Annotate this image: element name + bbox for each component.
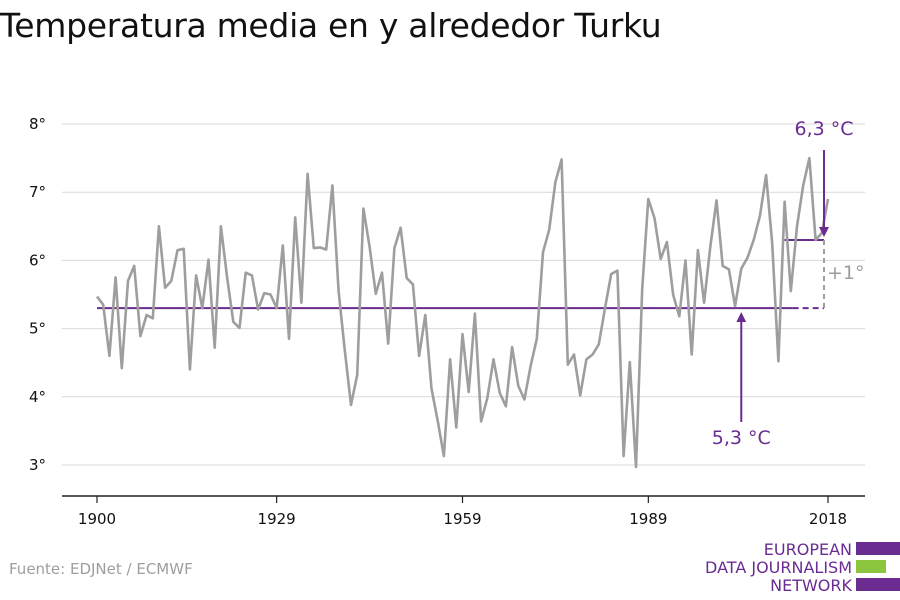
logo-bar-middle: [856, 560, 886, 573]
annotations: 5,3 °C 6,3 °C +1°: [712, 118, 865, 449]
logo-bar-bottom: [856, 578, 900, 591]
chart-title: Temperatura media en y alrededor Turku: [0, 6, 662, 45]
x-tick-label-1900: 1900: [78, 510, 116, 528]
logo-bar-top: [856, 542, 900, 555]
y-tick-label-6: 6°: [29, 251, 46, 269]
logo-line-3: NETWORK: [770, 576, 852, 595]
x-tick-label-1989: 1989: [629, 510, 667, 528]
grid-lines: [62, 123, 865, 466]
difference-label: +1°: [827, 262, 865, 284]
y-tick-label-3: 3°: [29, 456, 46, 474]
series-layer: [95, 156, 830, 469]
y-axis-ticks: 3° 4° 5° 6° 7° 8°: [29, 115, 46, 474]
x-tick-label-1959: 1959: [443, 510, 481, 528]
logo-line-1: EUROPEAN: [763, 540, 852, 559]
series-line-0: [95, 156, 830, 469]
x-axis: 1900 1929 1959 1989 2018: [62, 495, 865, 528]
y-tick-label-5: 5°: [29, 320, 46, 338]
logo-line-2: DATA JOURNALISM: [705, 558, 852, 577]
source-note: Fuente: EDJNet / ECMWF: [9, 560, 193, 578]
y-tick-label-7: 7°: [29, 183, 46, 201]
y-tick-label-4: 4°: [29, 388, 46, 406]
x-tick-label-2018: 2018: [809, 510, 847, 528]
label-low-mean: 5,3 °C: [712, 427, 771, 449]
y-tick-label-8: 8°: [29, 115, 46, 133]
label-high-mean: 6,3 °C: [794, 118, 853, 140]
x-tick-label-1929: 1929: [258, 510, 296, 528]
edjnet-logo[interactable]: EUROPEAN DATA JOURNALISM NETWORK: [700, 538, 900, 596]
